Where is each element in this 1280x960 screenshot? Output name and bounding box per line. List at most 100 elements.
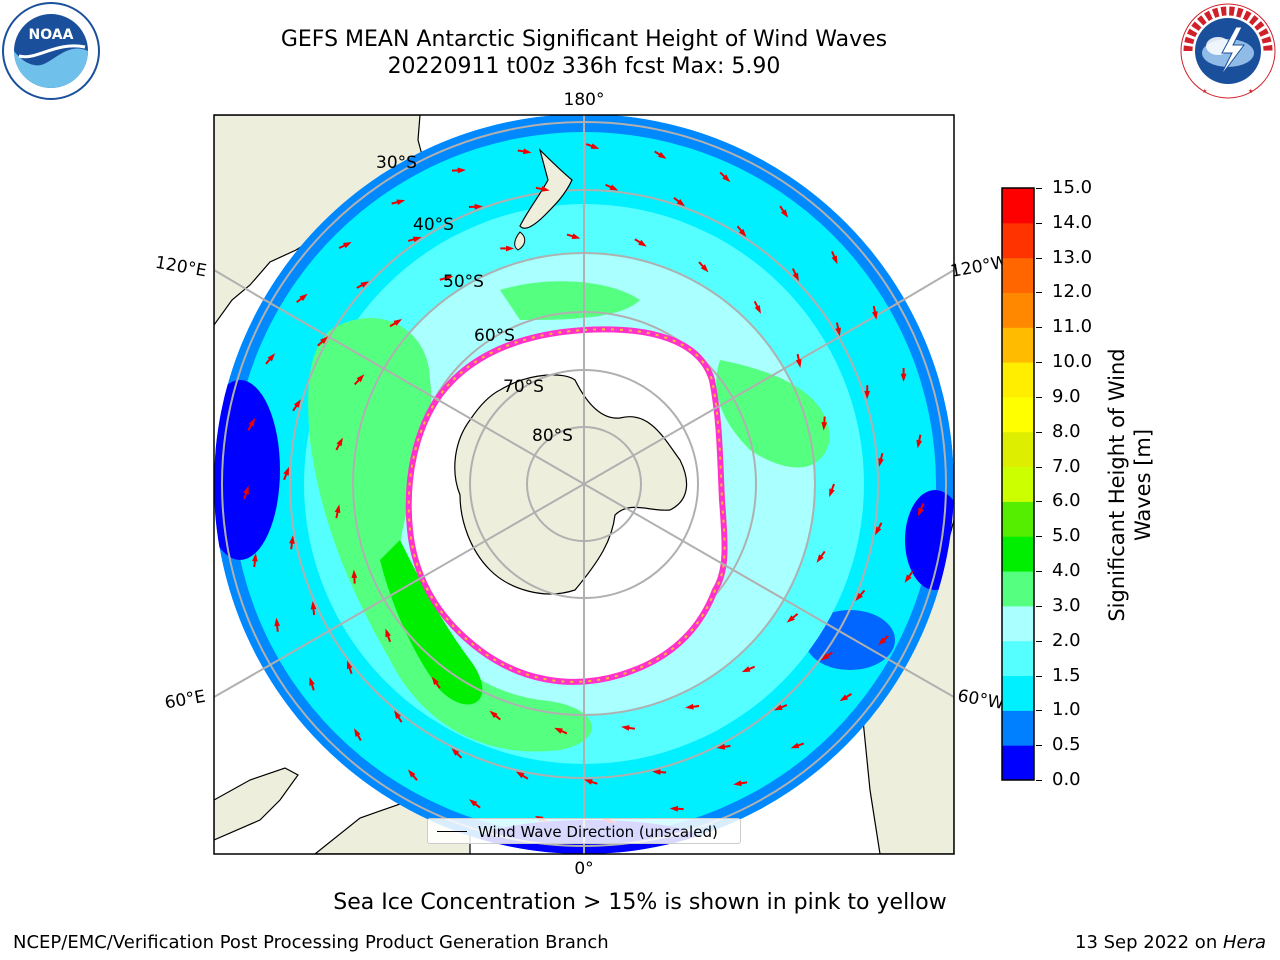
wind-wave-arrow-head	[469, 799, 478, 807]
wind-wave-arrow-head	[393, 319, 403, 326]
wind-wave-arrow-head	[904, 574, 912, 583]
wind-wave-arrow-head	[451, 748, 460, 756]
colorbar-tick-mark	[1036, 257, 1042, 259]
colorbar-tick-label: 8.0	[1052, 420, 1081, 442]
wind-wave-arrow-head	[733, 780, 742, 787]
colorbar-tick-mark	[1036, 222, 1042, 224]
lon-label-120e: 120°E	[154, 253, 208, 282]
colorbar-tick-mark	[1036, 466, 1042, 468]
wind-wave-arrow-head	[754, 305, 761, 314]
wind-wave-arrow-head	[652, 769, 661, 775]
colorbar-tick-mark	[1036, 640, 1042, 642]
chart-title: GEFS MEAN Antarctic Significant Height o…	[280, 27, 888, 52]
colorbar-tick-label: 10.0	[1052, 351, 1093, 373]
colorbar-tick-mark	[1036, 362, 1042, 364]
colorbar-tick-mark	[1036, 605, 1042, 607]
wind-wave-arrow-head	[283, 466, 290, 476]
map-frame	[213, 114, 955, 855]
colorbar-segment	[1002, 327, 1034, 363]
wind-wave-arrow-head	[790, 742, 800, 749]
colorbar-tick-label: 4.0	[1052, 560, 1081, 582]
colorbar-label-line2: Waves [m]	[1131, 428, 1155, 542]
wind-wave-arrow-head	[351, 569, 358, 579]
colorbar-tick-mark	[1036, 431, 1042, 433]
wind-wave-arrow-head	[821, 422, 828, 431]
wind-wave-arrow-head	[917, 507, 924, 517]
noaa-logo: NOAA	[2, 2, 100, 100]
colorbar	[1001, 187, 1035, 781]
colorbar-segment	[1002, 222, 1034, 259]
wind-wave-arrow-head	[267, 353, 276, 362]
wind-wave-arrow-head	[839, 694, 849, 702]
colorbar-segment	[1002, 745, 1034, 781]
wind-wave-arrow-head	[396, 199, 406, 206]
lon-label-0: 0°	[574, 859, 593, 879]
wind-wave-arrow-head	[829, 488, 835, 498]
wind-wave-arrow-head	[609, 184, 619, 191]
wind-wave-arrow-head	[875, 526, 882, 536]
colorbar-segment	[1002, 675, 1034, 711]
antarctica	[454, 374, 688, 595]
wind-wave-arrow-head	[360, 281, 370, 288]
wind-wave-arrow-head	[741, 666, 751, 673]
colorbar-tick-label: 0.5	[1052, 734, 1081, 756]
wind-wave-arrow-head	[343, 241, 352, 249]
colorbar-segment	[1002, 605, 1034, 642]
colorbar-tick-mark	[1036, 745, 1042, 747]
wind-wave-arrow-head	[590, 143, 600, 149]
wind-wave-arrow-head	[474, 203, 483, 210]
wind-wave-arrow-head	[252, 553, 258, 562]
colorbar-tick-mark	[1036, 292, 1042, 294]
colorbar-tick-mark	[1036, 571, 1042, 573]
wind-wave-arrow-head	[638, 239, 647, 247]
wind-wave-arrow-head	[412, 236, 422, 243]
colorbar-tick-label: 1.5	[1052, 664, 1081, 686]
wind-wave-arrow-head	[792, 272, 799, 282]
chart-subtitle: 20220911 t00z 336h fcst Max: 5.90	[387, 54, 781, 79]
colorbar-segment	[1002, 431, 1034, 468]
colorbar-tick-label: 2.0	[1052, 629, 1081, 651]
colorbar-tick-label: 14.0	[1052, 211, 1093, 233]
colorbar-tick-mark	[1036, 188, 1042, 189]
colorbar-segment	[1002, 536, 1034, 572]
wind-wave-arrow-head	[299, 293, 308, 302]
colorbar-tick-label: 3.0	[1052, 594, 1081, 616]
colorbar-tick-label: 0.0	[1052, 769, 1081, 790]
wind-wave-arrow-head	[816, 554, 824, 563]
map-legend: Wind Wave Direction (unscaled)	[427, 818, 741, 844]
wind-wave-arrow-head	[310, 601, 317, 610]
colorbar-label: Significant Height of Wind Waves [m]	[1104, 348, 1156, 621]
colorbar-tick-label: 15.0	[1052, 177, 1093, 198]
wind-wave-arrow-head	[356, 374, 365, 383]
wind-wave-arrow-head	[872, 311, 878, 320]
colorbar-tick-label: 9.0	[1052, 385, 1081, 407]
colorbar-tick-mark	[1036, 536, 1042, 538]
wind-wave-arrow-head	[584, 779, 593, 785]
colorbar-segment	[1002, 710, 1034, 746]
wind-wave-arrow-head	[289, 535, 295, 544]
wind-wave-arrow-head	[716, 743, 726, 750]
wind-wave-arrow-head	[457, 167, 466, 174]
date-text: 13 Sep 2022 on	[1075, 932, 1223, 953]
noaa-logo-text: NOAA	[29, 27, 74, 43]
colorbar-label-line1: Significant Height of Wind	[1105, 348, 1129, 622]
wind-wave-arrow-head	[916, 439, 923, 449]
wind-wave-arrow-head	[354, 728, 361, 737]
wind-wave-arrow-head	[522, 148, 532, 155]
wind-wave-arrow-head	[722, 174, 731, 183]
colorbar-tick-label: 5.0	[1052, 525, 1081, 547]
wind-wave-arrow-head	[821, 653, 830, 661]
wind-wave-arrow-head	[346, 660, 353, 670]
colorbar-tick-mark	[1036, 780, 1042, 781]
wind-wave-arrow-head	[394, 710, 401, 719]
wind-wave-arrow-head	[293, 399, 301, 408]
wind-wave-arrow-head	[489, 710, 498, 719]
colorbar-segment	[1002, 571, 1034, 607]
lat-label-80s: 80°S	[532, 426, 573, 446]
colorbar-tick-mark	[1036, 327, 1042, 329]
wind-wave-arrow-head	[385, 628, 391, 638]
machine-name: Hera	[1222, 932, 1266, 953]
wind-wave-arrow-head	[685, 703, 694, 710]
wind-wave-arrow-head	[248, 418, 256, 427]
